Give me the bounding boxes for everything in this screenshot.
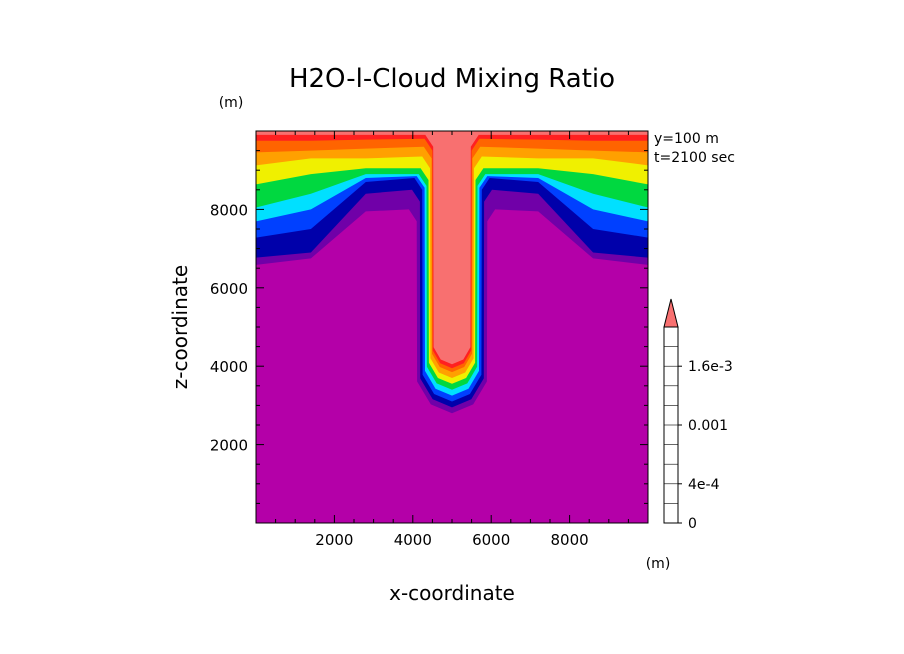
axis-ticks xyxy=(256,131,648,523)
colorbar-extend-arrow xyxy=(663,298,679,328)
y-tick-label: 2000 xyxy=(210,437,248,455)
x-tick-label: 6000 xyxy=(472,531,510,549)
y-tick-label: 6000 xyxy=(210,280,248,298)
x-tick-label: 8000 xyxy=(551,531,589,549)
x-axis-label: x-coordinate xyxy=(389,581,515,605)
x-unit-label: (m) xyxy=(646,556,671,572)
colorbar-tick-label: 4e-4 xyxy=(688,477,720,493)
colorbar-tick-labels: 0 4e-4 0.001 1.6e-3 xyxy=(678,359,733,532)
annotation-y: y=100 m xyxy=(654,131,719,147)
annotation-t: t=2100 sec xyxy=(654,150,735,166)
y-axis-label: z-coordinate xyxy=(168,265,192,389)
y-tick-label: 4000 xyxy=(210,358,248,376)
colorbar xyxy=(663,298,679,524)
y-tick-label: 8000 xyxy=(210,201,248,219)
x-tick-label: 2000 xyxy=(315,531,353,549)
colorbar-tick-label: 1.6e-3 xyxy=(688,359,733,375)
x-tick-label: 4000 xyxy=(394,531,432,549)
colorbar-tick-label: 0.001 xyxy=(688,418,728,434)
x-tick-labels: 2000 4000 6000 8000 xyxy=(315,531,588,549)
contour-field xyxy=(256,131,648,523)
colorbar-tick-label: 0 xyxy=(688,516,697,532)
y-tick-labels: 2000 4000 6000 8000 xyxy=(210,201,248,454)
contour-band-10 xyxy=(256,131,648,365)
y-unit-label: (m) xyxy=(219,95,244,111)
chart-title: H2O-l-Cloud Mixing Ratio xyxy=(289,64,615,94)
